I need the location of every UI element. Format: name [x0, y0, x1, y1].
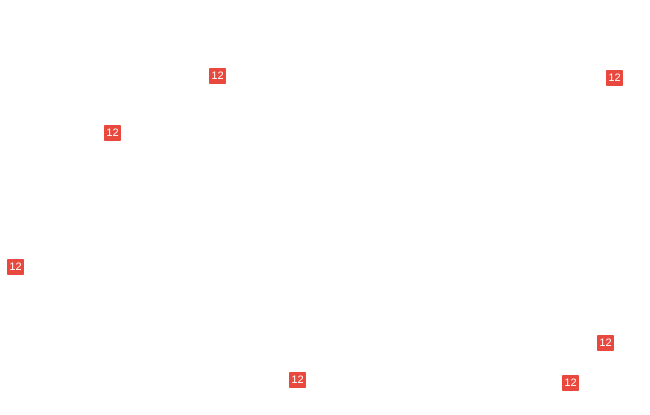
marker-badge[interactable]: 12: [209, 68, 226, 84]
marker-badge[interactable]: 12: [7, 259, 24, 275]
marker-badge[interactable]: 12: [606, 70, 623, 86]
marker-badge[interactable]: 12: [562, 375, 579, 391]
marker-badge[interactable]: 12: [289, 372, 306, 388]
marker-badge[interactable]: 12: [104, 125, 121, 141]
marker-badge[interactable]: 12: [597, 335, 614, 351]
